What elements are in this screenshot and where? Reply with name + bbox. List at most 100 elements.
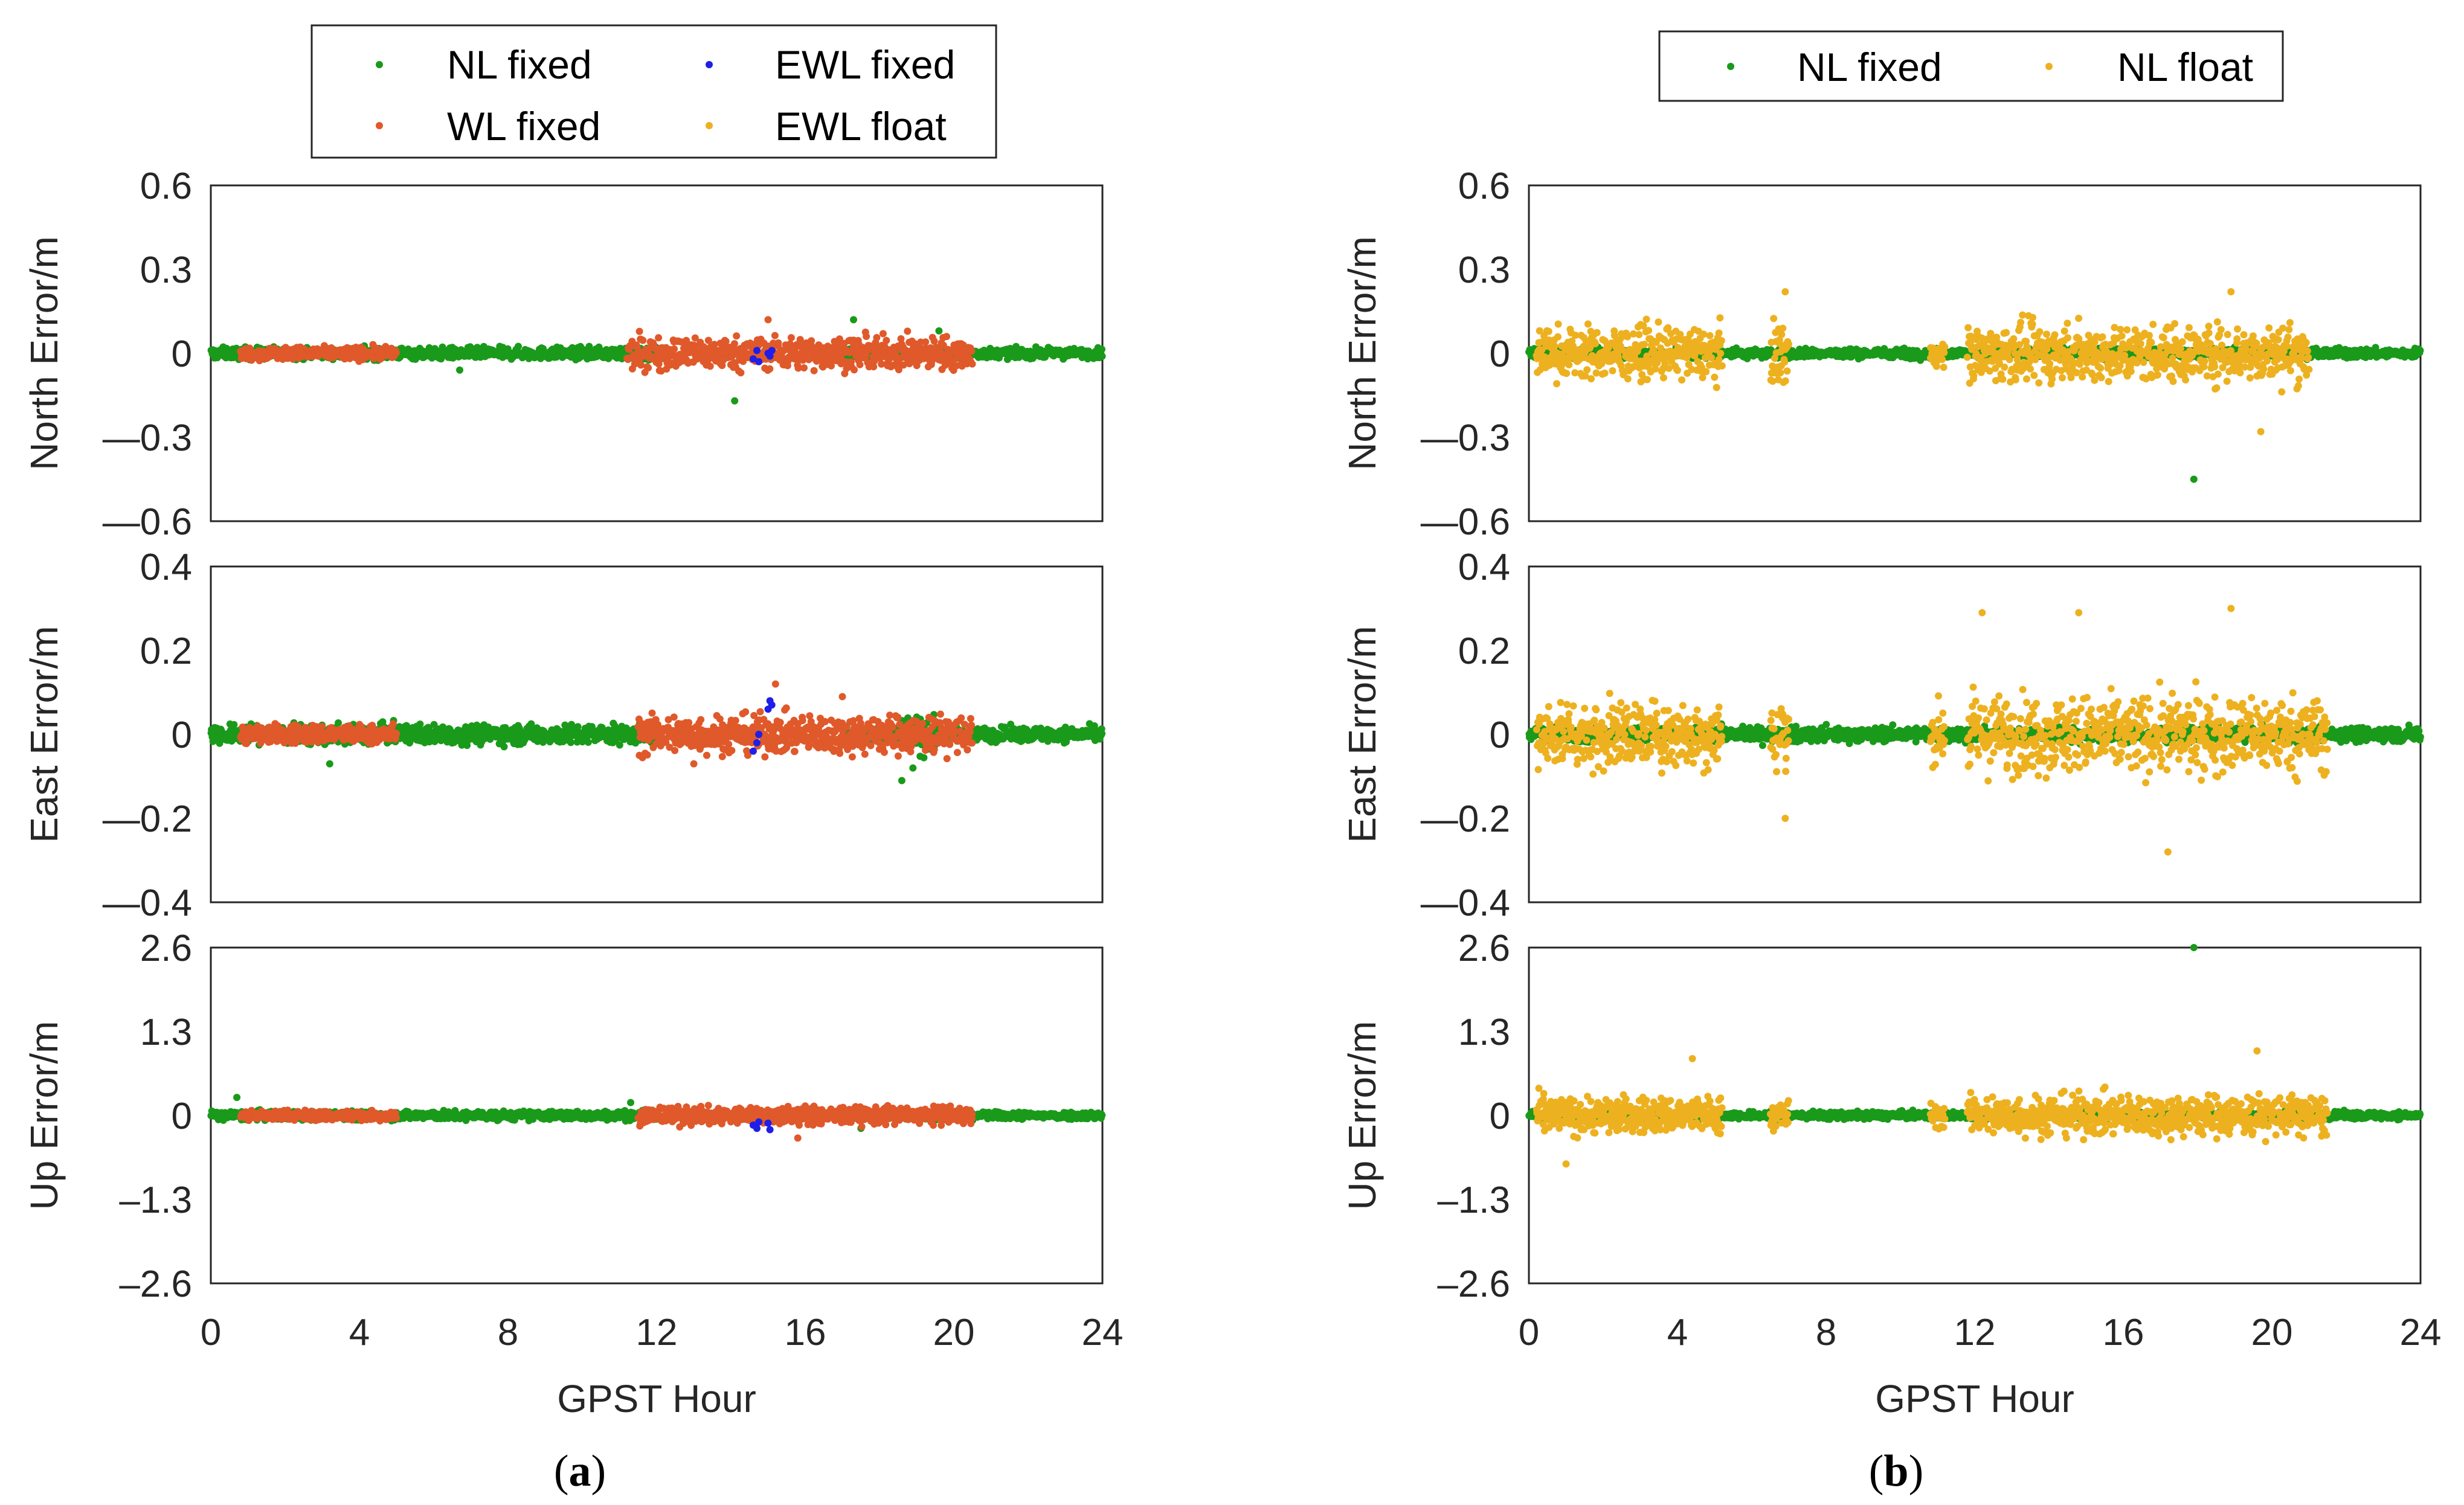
data-point (670, 713, 678, 721)
data-point (648, 709, 656, 717)
data-point (733, 332, 741, 340)
data-point (771, 332, 779, 339)
y-tick-label: 0.6 (140, 165, 192, 207)
data-point (873, 334, 881, 341)
data-point (639, 336, 647, 344)
data-point (643, 751, 651, 759)
data-point (930, 337, 938, 345)
data-point (810, 367, 818, 374)
data-point (922, 338, 930, 346)
data-point (861, 750, 869, 758)
data-point (836, 749, 844, 757)
data-point (755, 731, 763, 738)
data-point (880, 748, 888, 756)
data-point (755, 358, 763, 365)
data-point (761, 753, 769, 761)
legend-a-marker-ewl-float (706, 122, 713, 129)
data-point (764, 316, 772, 324)
data-point (756, 708, 764, 716)
data-point (957, 714, 965, 722)
data-point (706, 362, 714, 370)
data-point (867, 742, 875, 749)
data-point (766, 365, 774, 373)
data-point (851, 366, 858, 374)
data-point (768, 701, 776, 709)
legend-a-label-nl-fixed: NL fixed (447, 42, 592, 87)
data-point (728, 746, 736, 754)
data-point (753, 739, 761, 746)
data-point (1098, 730, 1106, 737)
data-point (968, 347, 976, 355)
data-point (1098, 352, 1106, 360)
data-point (335, 719, 342, 727)
data-point (943, 755, 951, 763)
data-point (416, 720, 424, 728)
data-point (725, 740, 733, 748)
data-point (920, 754, 928, 762)
data-point (392, 349, 400, 357)
data-point (966, 728, 974, 736)
data-point (799, 717, 806, 725)
y-tick-label: —0.4 (103, 882, 192, 924)
data-point (838, 693, 846, 701)
legend-a-marker-ewl-fixed (706, 61, 713, 68)
data-point (690, 760, 698, 768)
data-point (584, 739, 592, 746)
data-point (768, 347, 776, 355)
legend-a-marker-nl-fixed (376, 61, 383, 68)
data-point (776, 719, 784, 727)
data-point (731, 397, 739, 405)
data-point (771, 680, 779, 688)
data-point (822, 717, 829, 725)
data-point (894, 713, 902, 721)
data-point (737, 369, 745, 377)
y-tick-label: 0.3 (140, 249, 192, 291)
data-point (753, 347, 761, 355)
data-point (500, 743, 508, 751)
data-point (704, 336, 712, 344)
y-tick-label: —0.2 (103, 798, 192, 840)
data-point (850, 316, 857, 324)
y-tick-label: 0 (172, 333, 192, 375)
data-point (671, 345, 678, 353)
legend-a-box (310, 24, 997, 159)
data-point (456, 366, 463, 374)
data-point (1098, 345, 1105, 353)
data-point (645, 364, 652, 371)
data-point (879, 330, 887, 338)
y-tick-label: —0.3 (103, 417, 192, 459)
data-point (863, 333, 870, 340)
legend-a: NL fixed EWL fixed WL fixed EWL float (310, 24, 997, 159)
y-axis-title: North Error/m (22, 236, 66, 470)
subplot-a-up: 2.6 1.3 0 –1.3 –2.6 Up Error/m (22, 928, 1106, 1305)
data-point (732, 717, 739, 724)
data-point (848, 753, 856, 761)
data-point (787, 334, 795, 342)
y-axis-title: East Error/m (22, 626, 66, 842)
subplot-a-north: 0.6 0.3 0 —0.3 —0.6 North Error/m (22, 165, 1106, 543)
data-point (936, 710, 944, 718)
data-point (782, 704, 790, 712)
data-point (718, 752, 726, 760)
data-point (967, 714, 974, 722)
legend-a-label-wl-fixed: WL fixed (447, 104, 600, 149)
data-point (930, 746, 938, 754)
data-point (791, 748, 799, 756)
data-point (515, 342, 522, 350)
data-points-a-north (207, 316, 1106, 405)
data-point (318, 723, 326, 731)
data-point (805, 741, 813, 749)
data-point (697, 716, 705, 724)
data-point (963, 746, 971, 754)
data-point (950, 729, 958, 737)
data-point (898, 777, 906, 785)
data-point (968, 739, 976, 747)
y-tick-label: —0.6 (103, 501, 192, 543)
legend-a-label-ewl-float: EWL float (775, 104, 947, 149)
data-point (904, 327, 912, 335)
y-tick-label: 0.2 (140, 631, 192, 672)
data-point (856, 361, 864, 368)
data-point (968, 360, 976, 368)
data-point (539, 345, 547, 353)
